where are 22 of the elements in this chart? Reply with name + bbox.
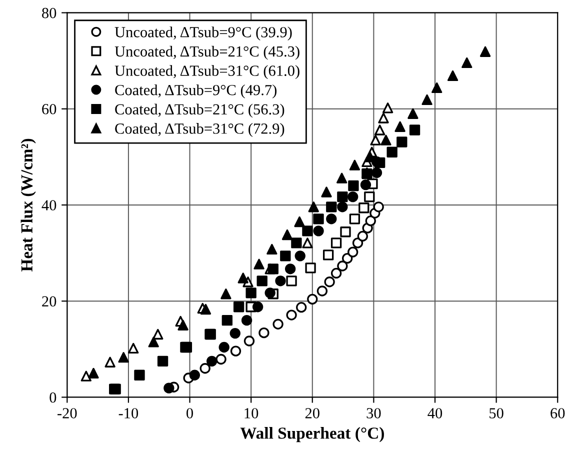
y-tick-label: 20 bbox=[42, 296, 56, 307]
x-tick-label: 60 bbox=[550, 408, 565, 418]
legend-label: Uncoated, ΔTsub=21°C (45.3) bbox=[114, 46, 300, 60]
x-tick-label: 20 bbox=[305, 408, 320, 418]
y-tick-label: 40 bbox=[42, 200, 56, 210]
legend-label: Uncoated, ΔTsub=9°C (39.9) bbox=[114, 26, 292, 40]
y-tick-label: 0 bbox=[50, 392, 56, 403]
y-tick-label: 80 bbox=[42, 8, 56, 18]
x-tick-label: 40 bbox=[428, 408, 442, 418]
x-tick-label: -10 bbox=[118, 408, 138, 418]
y-axis-title: Heat Flux (W/cm²) bbox=[20, 138, 36, 272]
x-tick-label: 10 bbox=[244, 408, 258, 418]
legend-label: Coated, ΔTsub=9°C (49.7) bbox=[115, 84, 276, 98]
legend-label: Uncoated, ΔTsub=31°C (61.0) bbox=[114, 65, 300, 80]
x-tick-label: -20 bbox=[58, 408, 77, 418]
x-tick-label: 30 bbox=[366, 408, 381, 418]
x-tick-label: 50 bbox=[490, 408, 504, 418]
legend-label: Coated, ΔTsub=21°C (56.3) bbox=[115, 104, 284, 118]
x-tick-label: 0 bbox=[186, 408, 193, 418]
x-axis-title: Wall Superheat (°C) bbox=[240, 427, 384, 442]
legend-label: Coated, ΔTsub=31°C (72.9) bbox=[115, 123, 284, 137]
y-tick-label: 60 bbox=[42, 104, 56, 114]
